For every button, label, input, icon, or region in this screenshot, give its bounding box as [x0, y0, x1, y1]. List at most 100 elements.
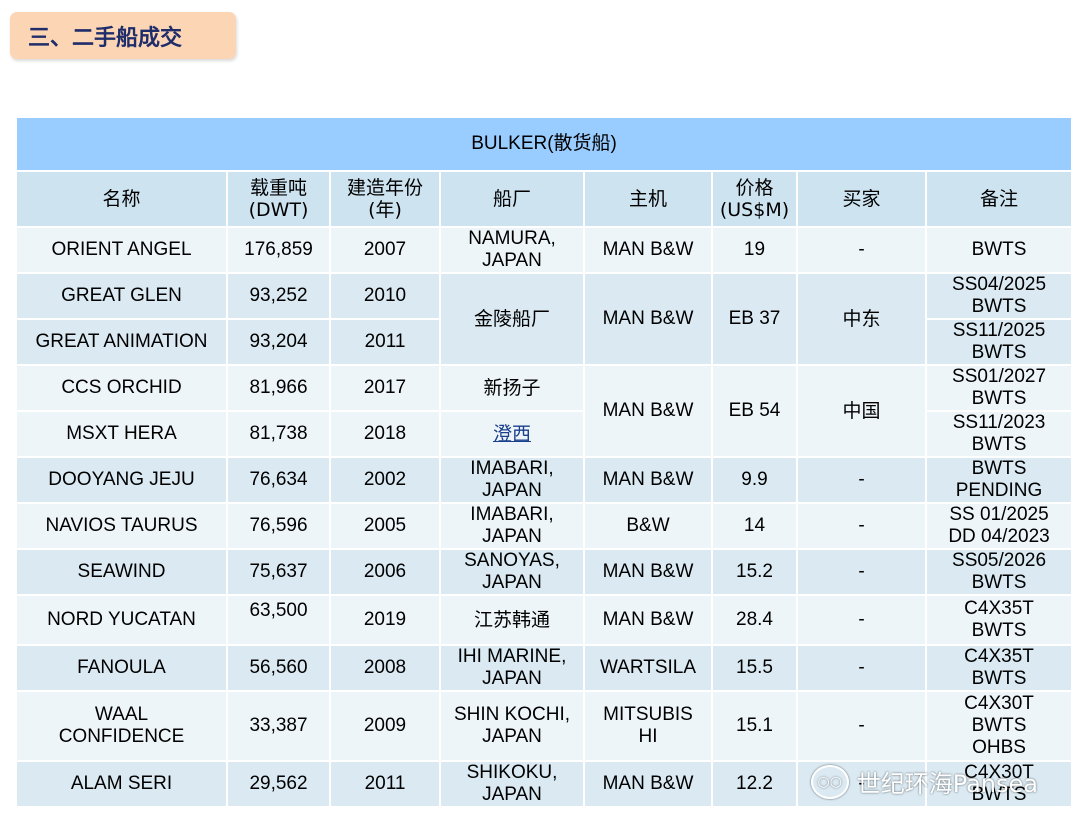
cell-name: FANOULA — [15, 644, 228, 692]
cell-dwt: 81,738 — [226, 410, 331, 458]
cell-engine: B&W — [583, 502, 713, 550]
cell-dwt: 93,252 — [226, 272, 331, 320]
header-yard: 船厂 — [439, 170, 585, 228]
cell-engine: MITSUBIS HI — [583, 690, 713, 762]
cell-yard: IHI MARINE, JAPAN — [439, 644, 585, 692]
cell-price: EB 37 — [711, 272, 798, 366]
cell-remarks: C4X30T BWTS OHBS — [924, 690, 1074, 762]
table-row: MSXT HERA 81,738 2018 澄西 SS11/2023 BWTS — [15, 410, 1074, 458]
table-row: NORD YUCATAN 63,500 2019 江苏韩通 MAN B&W 28… — [15, 594, 1074, 646]
cell-remarks: C4X30T BWTS — [924, 760, 1074, 808]
cell-price: 15.2 — [711, 548, 798, 596]
cell-remarks: BWTS — [924, 226, 1074, 274]
cell-engine: MAN B&W — [583, 272, 713, 366]
cell-dwt: 76,634 — [226, 456, 331, 504]
cell-built: 2011 — [329, 760, 441, 808]
header-remarks: 备注 — [924, 170, 1074, 228]
cell-name: DOOYANG JEJU — [15, 456, 228, 504]
cell-built: 2005 — [329, 502, 441, 550]
table-row: WAAL CONFIDENCE 33,387 2009 SHIN KOCHI, JA… — [15, 690, 1074, 762]
cell-name: CCS ORCHID — [15, 364, 228, 412]
cell-engine: MAN B&W — [583, 456, 713, 504]
table-row: DOOYANG JEJU 76,634 2002 IMABARI, JAPAN M… — [15, 456, 1074, 504]
cell-built: 2002 — [329, 456, 441, 504]
cell-buyer: 中国 — [796, 364, 927, 458]
cell-remarks: SS11/2025 BWTS — [924, 318, 1074, 366]
cell-name: NAVIOS TAURUS — [15, 502, 228, 550]
cell-price: 15.1 — [711, 690, 798, 762]
cell-name: WAAL CONFIDENCE — [15, 690, 228, 762]
cell-remarks: SS 01/2025 DD 04/2023 — [924, 502, 1074, 550]
cell-dwt: 81,966 — [226, 364, 331, 412]
cell-yard: 澄西 — [439, 410, 585, 458]
cell-built: 2011 — [329, 318, 441, 366]
cell-yard: IMABARI, JAPAN — [439, 502, 585, 550]
cell-built: 2006 — [329, 548, 441, 596]
cell-dwt: 29,562 — [226, 760, 331, 808]
cell-dwt: 56,560 — [226, 644, 331, 692]
cell-name: ORIENT ANGEL — [15, 226, 228, 274]
cell-yard: SHIN KOCHI, JAPAN — [439, 690, 585, 762]
header-buyer: 买家 — [796, 170, 927, 228]
cell-engine: MAN B&W — [583, 548, 713, 596]
cell-buyer: 中东 — [796, 272, 927, 366]
cell-yard: SANOYAS, JAPAN — [439, 548, 585, 596]
cell-remarks: SS11/2023 BWTS — [924, 410, 1074, 458]
cell-built: 2019 — [329, 594, 441, 646]
cell-name: NORD YUCATAN — [15, 594, 228, 646]
cell-dwt: 33,387 — [226, 690, 331, 762]
cell-price: 14 — [711, 502, 798, 550]
cell-yard: NAMURA, JAPAN — [439, 226, 585, 274]
cell-engine: MAN B&W — [583, 364, 713, 458]
table-row: GREAT GLEN 93,252 2010 金陵船厂 MAN B&W EB 3… — [15, 272, 1074, 366]
cell-built: 2009 — [329, 690, 441, 762]
cell-buyer: - — [796, 226, 927, 274]
cell-yard: IMABARI, JAPAN — [439, 456, 585, 504]
table-row: ORIENT ANGEL 176,859 2007 NAMURA, JAPAN M… — [15, 226, 1074, 274]
section-title: 三、二手船成交 — [10, 12, 236, 59]
cell-built: 2007 — [329, 226, 441, 274]
cell-built: 2018 — [329, 410, 441, 458]
cell-built: 2010 — [329, 272, 441, 320]
header-price: 价格 (US$M) — [711, 170, 798, 228]
cell-buyer: - — [796, 690, 927, 762]
cell-price: 28.4 — [711, 594, 798, 646]
cell-buyer: - — [796, 502, 927, 550]
cell-price: 19 — [711, 226, 798, 274]
cell-price: 12.2 — [711, 760, 798, 808]
cell-buyer: - — [796, 594, 927, 646]
cell-built: 2008 — [329, 644, 441, 692]
cell-dwt: 76,596 — [226, 502, 331, 550]
header-name: 名称 — [15, 170, 228, 228]
yard-link[interactable]: 澄西 — [492, 423, 531, 445]
cell-yard: 新扬子 — [439, 364, 585, 412]
cell-engine: MAN B&W — [583, 226, 713, 274]
cell-engine: MAN B&W — [583, 594, 713, 646]
cell-remarks: SS04/2025 BWTS — [924, 272, 1074, 320]
watermark-text: 世纪环海Pansea — [856, 770, 1038, 798]
cell-built: 2017 — [329, 364, 441, 412]
cell-buyer: - — [796, 548, 927, 596]
cell-yard: SHIKOKU, JAPAN — [439, 760, 585, 808]
table-row: GREAT ANIMATION 93,204 2011 SS11/2025 BWT… — [15, 318, 1074, 366]
table-row: SEAWIND 75,637 2006 SANOYAS, JAPAN MAN B&… — [15, 548, 1074, 596]
cell-dwt: 75,637 — [226, 548, 331, 596]
cell-name: ALAM SERI — [15, 760, 228, 808]
cell-name: MSXT HERA — [15, 410, 228, 458]
cell-buyer: - — [796, 644, 927, 692]
table-header-row: 名称 载重吨 (DWT) 建造年份 (年) 船厂 主机 价格 (US$M) 买家 备注 — [15, 170, 1074, 228]
cell-price: 15.5 — [711, 644, 798, 692]
cell-buyer: - — [796, 456, 927, 504]
cell-dwt: 93,204 — [226, 318, 331, 366]
cell-name: GREAT GLEN — [15, 272, 228, 320]
cell-remarks: C4X35T BWTS — [924, 594, 1074, 646]
cell-dwt: 176,859 — [226, 226, 331, 274]
cell-remarks: SS05/2026 BWTS — [924, 548, 1074, 596]
cell-name: GREAT ANIMATION — [15, 318, 228, 366]
wechat-icon: ○○ — [810, 764, 849, 799]
table-row: CCS ORCHID 81,966 2017 新扬子 MAN B&W EB 54… — [15, 364, 1074, 458]
header-engine: 主机 — [583, 170, 713, 228]
cell-remarks: C4X35T BWTS — [924, 644, 1074, 692]
cell-remarks: SS01/2027 BWTS — [924, 364, 1074, 412]
cell-price: 9.9 — [711, 456, 798, 504]
